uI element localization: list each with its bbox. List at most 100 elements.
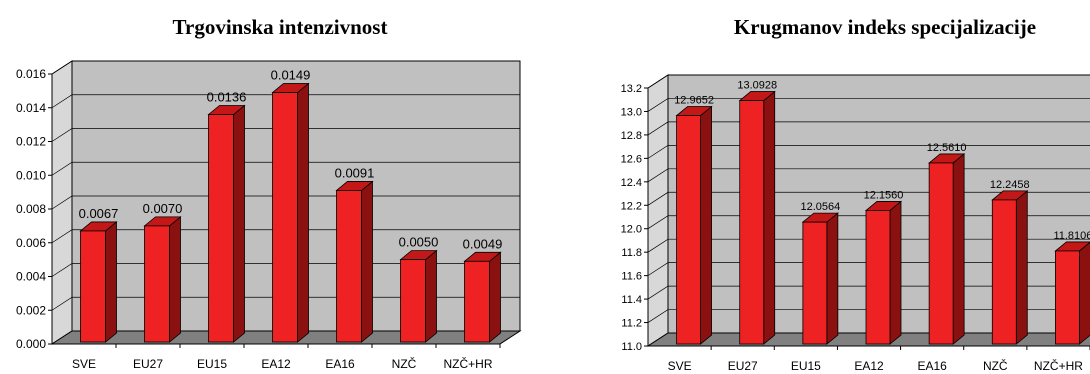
- chart-title: Krugmanov indeks specijalizacije: [734, 15, 1036, 39]
- bar: [991, 190, 1029, 345]
- side-wall: [647, 74, 669, 347]
- bar-front: [991, 199, 1017, 345]
- bar-side: [297, 82, 309, 343]
- bar-side: [889, 200, 902, 345]
- bar-side: [826, 212, 839, 345]
- y-tick-label: 0.016: [16, 67, 46, 81]
- bar-side: [700, 105, 712, 345]
- data-label: 12.2458: [990, 179, 1030, 191]
- y-tick-label: 11.2: [621, 318, 642, 330]
- y-tick-label: 11.0: [621, 341, 642, 353]
- bar-side: [1015, 190, 1028, 345]
- data-label: 12.1560: [864, 189, 904, 201]
- bar-front: [676, 115, 701, 345]
- x-tick-label: NZČ: [392, 356, 417, 371]
- bar: [143, 216, 182, 343]
- bar-front: [928, 162, 954, 345]
- data-label: 0.0070: [143, 201, 183, 216]
- gridline: [51, 60, 520, 75]
- bar-front: [272, 92, 298, 343]
- y-tick-label: 0.006: [16, 236, 46, 250]
- chart-2: Krugmanov indeks specijalizacije 11.0 11.2…: [621, 15, 1090, 373]
- y-tick-label: 13.0: [621, 106, 642, 118]
- x-tick-label: EU15: [791, 359, 821, 373]
- y-tick-label: 12.2: [621, 200, 642, 212]
- bar: [399, 249, 438, 343]
- y-tick-label: 0.010: [16, 168, 46, 182]
- bar: [79, 221, 118, 343]
- x-tick-label: SVE: [668, 359, 692, 373]
- x-tick-label: EU15: [197, 357, 227, 371]
- data-label: 0.0050: [399, 235, 439, 250]
- x-tick-label: EU27: [728, 359, 758, 373]
- y-tick-label: 0.004: [16, 270, 46, 284]
- y-tick-label: 11.4: [621, 294, 642, 306]
- y-tick-label: 0.014: [16, 101, 46, 115]
- bar-side: [763, 90, 776, 345]
- chart-1: Trgovinska intenzivnost 0.000 0.002 0.004 0.…: [16, 15, 522, 371]
- x-tick-label: SVE: [72, 357, 96, 371]
- data-label: 0.0091: [335, 165, 375, 180]
- bar-front: [144, 225, 170, 343]
- bar-side: [105, 221, 117, 343]
- data-label: 12.0564: [800, 201, 840, 213]
- gridline: [647, 98, 1090, 112]
- gridline: [51, 128, 520, 142]
- gridline: [51, 94, 520, 109]
- data-label: 0.0049: [463, 236, 503, 251]
- bar-front: [1055, 250, 1080, 345]
- data-label: 0.0067: [79, 206, 119, 221]
- x-tick-label: EA16: [917, 359, 947, 373]
- bar: [1054, 241, 1090, 345]
- gridline: [647, 121, 1090, 136]
- bar: [801, 212, 839, 345]
- bar-side: [425, 249, 437, 343]
- data-label: 11.8106: [1053, 230, 1090, 242]
- x-tick-label: EU27: [133, 357, 163, 371]
- gridline: [51, 161, 520, 176]
- bar: [207, 104, 246, 343]
- x-tick-label: EA12: [854, 359, 884, 373]
- y-tick-label: 11.8: [621, 247, 642, 259]
- bar-front: [802, 221, 828, 345]
- bar-side: [1079, 241, 1090, 345]
- y-tick-label: 12.6: [621, 153, 642, 165]
- y-tick-label: 12.4: [621, 177, 642, 189]
- y-tick-label: 0.008: [16, 202, 46, 216]
- bar: [864, 200, 903, 345]
- y-tick-label: 11.6: [621, 271, 642, 283]
- y-tick-label: 0.000: [16, 337, 46, 351]
- x-tick-label: EA16: [325, 357, 355, 371]
- bar-front: [464, 260, 490, 343]
- gridline: [647, 74, 1090, 89]
- y-tick-label: 0.012: [16, 135, 46, 149]
- y-tick-label: 0.002: [16, 303, 46, 317]
- x-tick-label: NZČ+HR: [443, 356, 492, 371]
- data-label: 0.0136: [207, 90, 247, 105]
- data-label: 0.0149: [271, 68, 311, 83]
- y-tick-label: 12.8: [621, 130, 642, 142]
- data-label: 12.5610: [927, 142, 967, 154]
- chart-title: Trgovinska intenzivnost: [173, 15, 388, 39]
- bar: [928, 153, 966, 345]
- bar: [271, 82, 310, 343]
- bar: [675, 105, 713, 345]
- bar-side: [489, 251, 501, 343]
- bar-front: [400, 259, 426, 343]
- gridline: [647, 145, 1090, 159]
- bar-side: [361, 180, 373, 343]
- bar-side: [233, 104, 245, 343]
- x-tick-label: EA12: [261, 357, 291, 371]
- bar-front: [739, 100, 765, 345]
- bar-front: [80, 230, 106, 343]
- x-tick-label: NZČ+HR: [1034, 358, 1083, 373]
- x-tick-label: NZČ: [983, 358, 1008, 373]
- bar-side: [952, 153, 965, 345]
- bar: [463, 251, 502, 343]
- bar: [738, 90, 776, 345]
- bar-side: [169, 216, 181, 343]
- data-label: 12.9652: [674, 95, 714, 107]
- y-tick-label: 12.0: [621, 224, 642, 236]
- y-tick-label: 13.2: [621, 83, 642, 95]
